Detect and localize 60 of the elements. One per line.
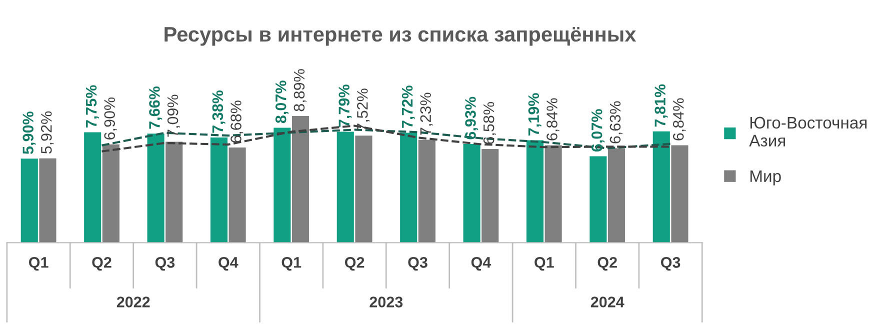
x-tick-label: Q2 bbox=[344, 257, 364, 271]
bar bbox=[336, 132, 354, 243]
x-tick-label: Q4 bbox=[218, 257, 238, 271]
legend-label: Юго-Восточная Азия bbox=[749, 116, 867, 147]
data-label: 6,07% bbox=[591, 109, 605, 152]
bar bbox=[608, 148, 626, 243]
data-label: 8,89% bbox=[294, 69, 306, 112]
x-tick-label: Q3 bbox=[660, 257, 680, 271]
bar bbox=[102, 144, 120, 243]
bar bbox=[147, 134, 164, 243]
chart-title: Ресурсы в интернете из списка запрещённых bbox=[164, 27, 636, 46]
data-label: 6,58% bbox=[483, 102, 496, 144]
bar bbox=[39, 158, 56, 243]
data-label: 7,79% bbox=[338, 84, 352, 127]
data-label: 5,90% bbox=[22, 112, 36, 154]
data-label: 6,68% bbox=[230, 100, 244, 143]
bar bbox=[166, 142, 183, 243]
data-label: 7,09% bbox=[167, 94, 180, 137]
data-label: 8,07% bbox=[275, 80, 289, 124]
data-label: 6,84% bbox=[546, 98, 560, 140]
bar bbox=[526, 140, 544, 243]
x-tick-label: Q1 bbox=[534, 257, 554, 271]
data-label: 7,23% bbox=[420, 92, 433, 135]
x-tick-label: Q2 bbox=[598, 257, 617, 271]
text: 2024 bbox=[590, 296, 624, 308]
x-tick-label: Q3 bbox=[408, 257, 428, 271]
bar bbox=[228, 148, 246, 243]
bar bbox=[671, 145, 688, 243]
data-label: 7,19% bbox=[528, 93, 542, 136]
x-tick-label: Q1 bbox=[282, 257, 302, 271]
data-label: 7,81% bbox=[654, 84, 668, 127]
x-tick-label: Q4 bbox=[471, 257, 492, 271]
data-label: 5,92% bbox=[41, 111, 54, 154]
bar bbox=[84, 132, 102, 243]
legend-label: Мир bbox=[750, 170, 781, 186]
data-label: 6,93% bbox=[465, 96, 478, 140]
x-tick-label: Q1 bbox=[28, 257, 48, 271]
bar bbox=[418, 140, 436, 243]
bar bbox=[400, 132, 418, 243]
data-label: 7,38% bbox=[212, 90, 226, 133]
bar bbox=[355, 136, 372, 243]
data-label: 7,66% bbox=[149, 86, 162, 129]
data-label: 6,90% bbox=[104, 97, 117, 140]
data-label: 7,75% bbox=[86, 85, 99, 128]
bar bbox=[544, 145, 562, 243]
bar bbox=[210, 138, 228, 243]
data-label: 7,72% bbox=[402, 86, 415, 128]
bar bbox=[463, 144, 480, 243]
bar bbox=[652, 131, 670, 243]
x-tick-label: Q2 bbox=[92, 257, 112, 271]
bar bbox=[274, 128, 291, 243]
text: 2022 bbox=[116, 296, 150, 308]
data-label: 6,84% bbox=[673, 98, 686, 140]
bar bbox=[20, 158, 38, 243]
bar bbox=[292, 116, 310, 243]
x-tick-label: Q3 bbox=[155, 257, 175, 271]
text: 2023 bbox=[370, 296, 403, 308]
data-label: 6,63% bbox=[610, 101, 622, 144]
bar bbox=[482, 148, 499, 243]
bar bbox=[590, 156, 607, 243]
